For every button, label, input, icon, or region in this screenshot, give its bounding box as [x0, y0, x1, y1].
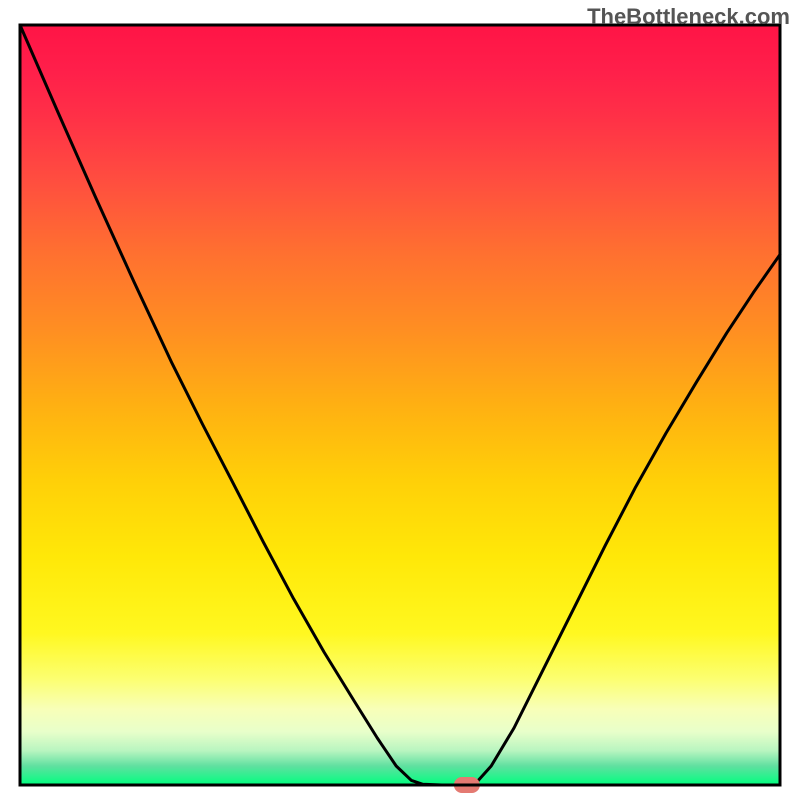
watermark-text: TheBottleneck.com [587, 4, 790, 30]
chart-container: TheBottleneck.com [0, 0, 800, 800]
gradient-background [20, 25, 780, 785]
bottleneck-chart [0, 0, 800, 800]
